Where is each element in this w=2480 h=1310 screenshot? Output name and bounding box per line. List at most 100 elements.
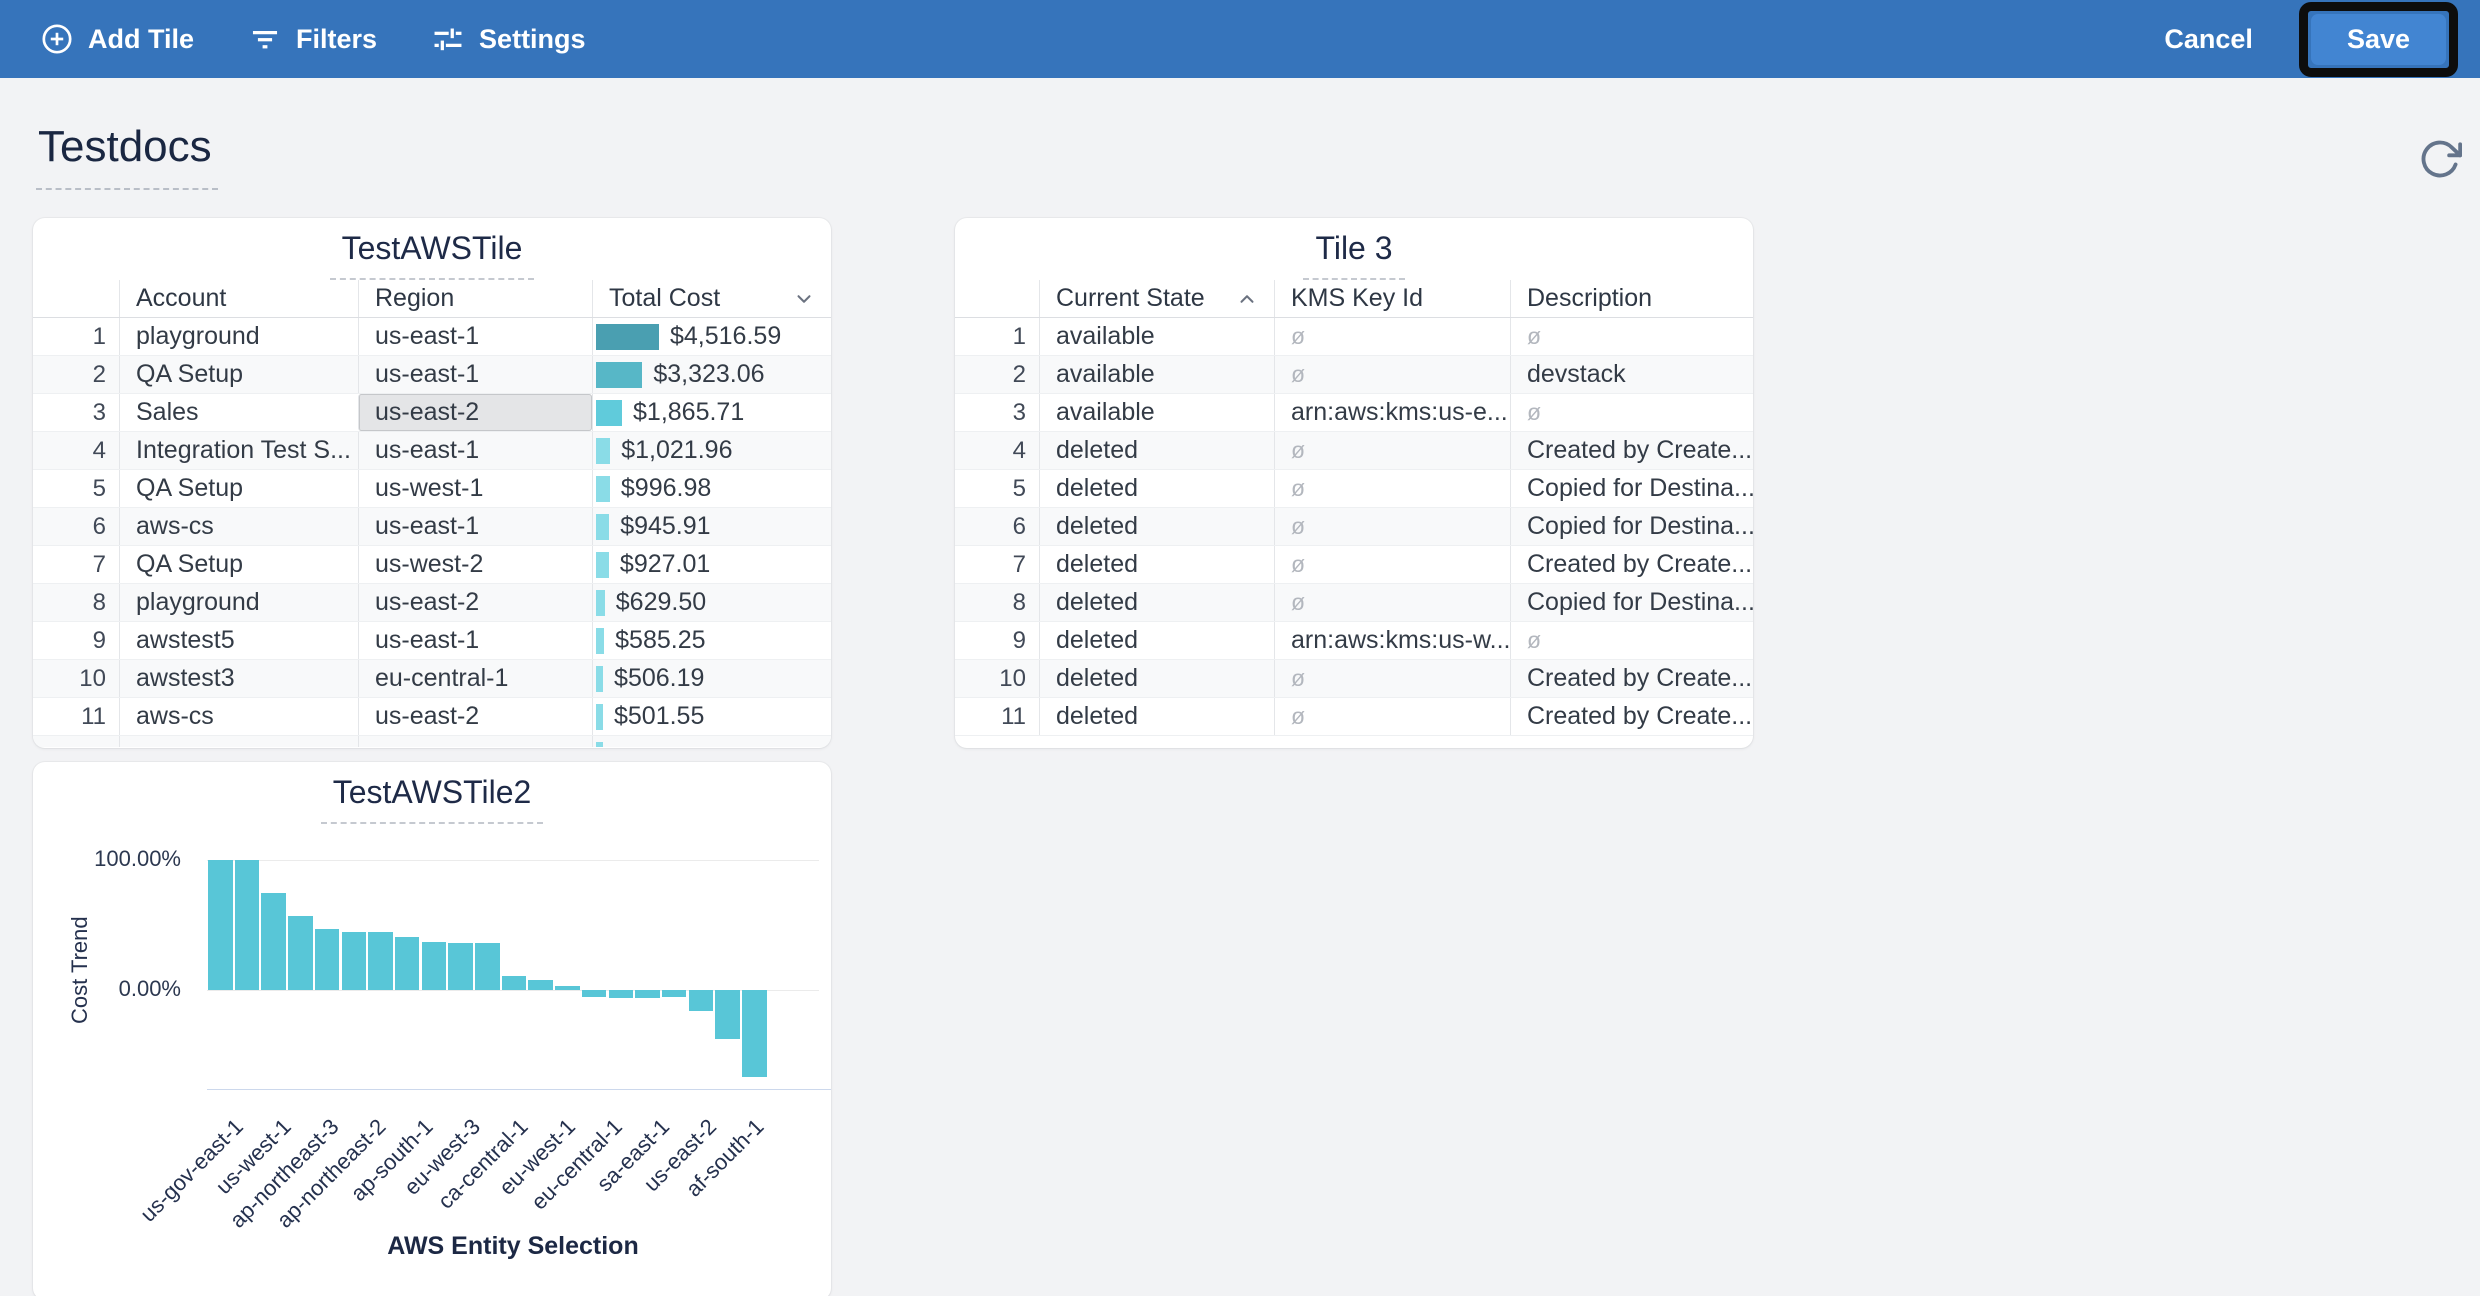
- region-cell[interactable]: us-east-1: [358, 318, 592, 355]
- row-number[interactable]: 8: [92, 589, 106, 616]
- account-cell[interactable]: playground: [119, 318, 358, 355]
- current-state-cell[interactable]: deleted: [1039, 622, 1274, 659]
- column-header-kms-key-id[interactable]: KMS Key Id: [1274, 280, 1510, 317]
- region-cell[interactable]: us-west-1: [358, 470, 592, 507]
- total-cost-cell[interactable]: $3,323.06: [592, 356, 831, 393]
- current-state-cell[interactable]: deleted: [1039, 584, 1274, 621]
- cancel-button[interactable]: Cancel: [2164, 23, 2253, 54]
- kms-key-id-cell[interactable]: ø: [1274, 546, 1510, 583]
- row-number[interactable]: 8: [1012, 589, 1026, 616]
- row-number[interactable]: 7: [92, 551, 106, 578]
- kms-key-id-cell[interactable]: ø: [1274, 356, 1510, 393]
- description-cell[interactable]: Copied for Destina...: [1510, 584, 1753, 621]
- total-cost-cell[interactable]: $506.19: [592, 660, 831, 697]
- current-state-cell[interactable]: available: [1039, 394, 1274, 431]
- row-number[interactable]: 1: [1012, 323, 1026, 350]
- kms-key-id-cell[interactable]: ø: [1274, 584, 1510, 621]
- kms-key-id-cell[interactable]: ø: [1274, 660, 1510, 697]
- region-cell[interactable]: us-east-1: [358, 508, 592, 545]
- total-cost-cell[interactable]: $629.50: [592, 584, 831, 621]
- column-header-region[interactable]: Region: [358, 280, 592, 317]
- save-button[interactable]: Save: [2310, 13, 2446, 65]
- description-cell[interactable]: Created by Create...: [1510, 546, 1753, 583]
- kms-key-id-cell[interactable]: ø: [1274, 508, 1510, 545]
- region-cell[interactable]: eu-central-1: [358, 660, 592, 697]
- filters-button[interactable]: Filters: [248, 22, 377, 56]
- account-cell[interactable]: aws-cs: [119, 508, 358, 545]
- current-state-cell[interactable]: deleted: [1039, 546, 1274, 583]
- row-number[interactable]: 11: [81, 703, 106, 730]
- description-cell[interactable]: Copied for Destina...: [1510, 470, 1753, 507]
- kms-key-id-cell[interactable]: arn:aws:kms:us-e...: [1274, 394, 1510, 431]
- total-cost-cell[interactable]: $4,516.59: [592, 318, 831, 355]
- account-cell[interactable]: Sales: [119, 394, 358, 431]
- kms-key-id-cell[interactable]: ø: [1274, 470, 1510, 507]
- description-cell[interactable]: Created by Create...: [1510, 698, 1753, 735]
- row-number[interactable]: 9: [92, 627, 106, 654]
- description-cell[interactable]: ø: [1510, 394, 1753, 431]
- description-cell[interactable]: Created by Create...: [1510, 432, 1753, 469]
- row-number[interactable]: 1: [92, 323, 106, 350]
- region-cell-selected[interactable]: us-east-2: [358, 394, 592, 431]
- region-cell[interactable]: us-east-2: [358, 584, 592, 621]
- total-cost-cell[interactable]: $996.98: [592, 470, 831, 507]
- kms-key-id-cell[interactable]: ø: [1274, 432, 1510, 469]
- row-number[interactable]: 10: [79, 665, 106, 692]
- settings-button[interactable]: Settings: [431, 22, 586, 56]
- total-cost-cell[interactable]: $501.55: [592, 698, 831, 735]
- row-number[interactable]: 5: [92, 475, 106, 502]
- kms-key-id-cell[interactable]: ø: [1274, 698, 1510, 735]
- column-header-current-state[interactable]: Current State: [1039, 280, 1274, 317]
- region-cell[interactable]: us-east-2: [358, 698, 592, 735]
- row-number[interactable]: 2: [92, 361, 106, 388]
- column-header-account[interactable]: Account: [119, 280, 358, 317]
- column-header-description[interactable]: Description: [1510, 280, 1753, 317]
- current-state-cell[interactable]: available: [1039, 318, 1274, 355]
- region-cell[interactable]: [358, 736, 592, 747]
- row-number[interactable]: 4: [1012, 437, 1026, 464]
- account-cell[interactable]: awstest5: [119, 622, 358, 659]
- description-cell[interactable]: Copied for Destina...: [1510, 508, 1753, 545]
- total-cost-cell[interactable]: $585.25: [592, 622, 831, 659]
- current-state-cell[interactable]: deleted: [1039, 698, 1274, 735]
- description-cell[interactable]: ø: [1510, 622, 1753, 659]
- total-cost-cell[interactable]: $1,865.71: [592, 394, 831, 431]
- current-state-cell[interactable]: deleted: [1039, 470, 1274, 507]
- account-cell[interactable]: aws-cs: [119, 698, 358, 735]
- column-header-total-cost[interactable]: Total Cost: [592, 280, 831, 317]
- row-number[interactable]: 3: [92, 399, 106, 426]
- current-state-cell[interactable]: deleted: [1039, 660, 1274, 697]
- total-cost-cell[interactable]: [592, 736, 831, 747]
- account-cell[interactable]: Integration Test S...: [119, 432, 358, 469]
- total-cost-cell[interactable]: $927.01: [592, 546, 831, 583]
- account-cell[interactable]: [119, 736, 358, 747]
- kms-key-id-cell[interactable]: ø: [1274, 318, 1510, 355]
- region-cell[interactable]: us-west-2: [358, 546, 592, 583]
- row-number[interactable]: 6: [92, 513, 106, 540]
- account-cell[interactable]: QA Setup: [119, 356, 358, 393]
- row-number[interactable]: 5: [1012, 475, 1026, 502]
- description-cell[interactable]: ø: [1510, 318, 1753, 355]
- region-cell[interactable]: us-east-1: [358, 622, 592, 659]
- region-cell[interactable]: us-east-1: [358, 356, 592, 393]
- account-cell[interactable]: awstest3: [119, 660, 358, 697]
- account-cell[interactable]: QA Setup: [119, 470, 358, 507]
- row-number[interactable]: 10: [999, 665, 1026, 692]
- total-cost-cell[interactable]: $1,021.96: [592, 432, 831, 469]
- row-number[interactable]: 9: [1012, 627, 1026, 654]
- row-number[interactable]: 6: [1012, 513, 1026, 540]
- account-cell[interactable]: QA Setup: [119, 546, 358, 583]
- description-cell[interactable]: devstack: [1510, 356, 1753, 393]
- row-number[interactable]: 4: [92, 437, 106, 464]
- refresh-button[interactable]: [2416, 136, 2464, 184]
- add-tile-button[interactable]: Add Tile: [40, 22, 194, 56]
- row-number[interactable]: 11: [1001, 703, 1026, 730]
- total-cost-cell[interactable]: $945.91: [592, 508, 831, 545]
- current-state-cell[interactable]: deleted: [1039, 432, 1274, 469]
- kms-key-id-cell[interactable]: arn:aws:kms:us-w...: [1274, 622, 1510, 659]
- current-state-cell[interactable]: available: [1039, 356, 1274, 393]
- current-state-cell[interactable]: deleted: [1039, 508, 1274, 545]
- row-number[interactable]: 2: [1012, 361, 1026, 388]
- row-number[interactable]: 3: [1012, 399, 1026, 426]
- account-cell[interactable]: playground: [119, 584, 358, 621]
